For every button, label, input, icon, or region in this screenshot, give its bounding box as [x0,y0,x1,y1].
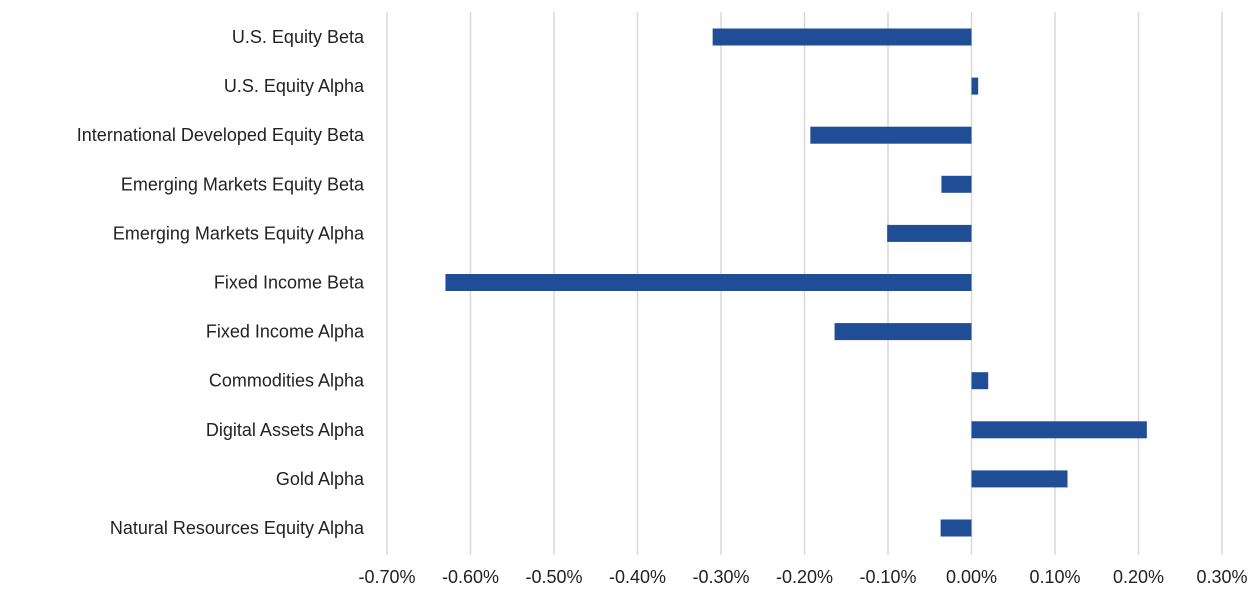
category-label: Emerging Markets Equity Alpha [113,223,365,243]
bar [941,175,972,193]
x-tick-label: -0.20% [776,567,833,587]
bar [810,126,972,144]
x-tick-label: 0.10% [1029,567,1080,587]
x-tick-label: -0.40% [609,567,666,587]
bar [445,274,972,291]
x-axis-tick-labels: -0.70% -0.60% -0.50% -0.40% -0.30% -0.20% -0.1… [358,567,1247,587]
x-tick-label: -0.70% [358,567,415,587]
bar [712,28,972,46]
category-label: Natural Resources Equity Alpha [110,518,365,538]
category-label: Fixed Income Alpha [206,322,365,342]
bar [940,519,972,537]
category-label: Digital Assets Alpha [206,420,365,440]
category-label: U.S. Equity Beta [232,27,365,47]
x-tick-label: -0.30% [692,567,749,587]
category-label: U.S. Equity Alpha [224,76,365,96]
x-tick-label: -0.60% [442,567,499,587]
category-label: Commodities Alpha [209,371,365,391]
category-label: Emerging Markets Equity Beta [121,174,365,194]
bar [971,470,1068,488]
bar [971,421,1147,439]
x-tick-label: 0.00% [946,567,997,587]
bars [445,28,1147,537]
x-tick-label: -0.50% [525,567,582,587]
category-labels: U.S. Equity Beta U.S. Equity Alpha Interna… [77,27,365,538]
category-label: International Developed Equity Beta [77,125,365,145]
category-label: Gold Alpha [276,469,365,489]
x-tick-label: 0.30% [1196,567,1247,587]
category-label: Fixed Income Beta [214,273,365,293]
bar [971,372,989,390]
bar [887,224,972,242]
bar [834,323,972,341]
x-tick-label: -0.10% [859,567,916,587]
x-tick-label: 0.20% [1113,567,1164,587]
bar [971,77,979,95]
